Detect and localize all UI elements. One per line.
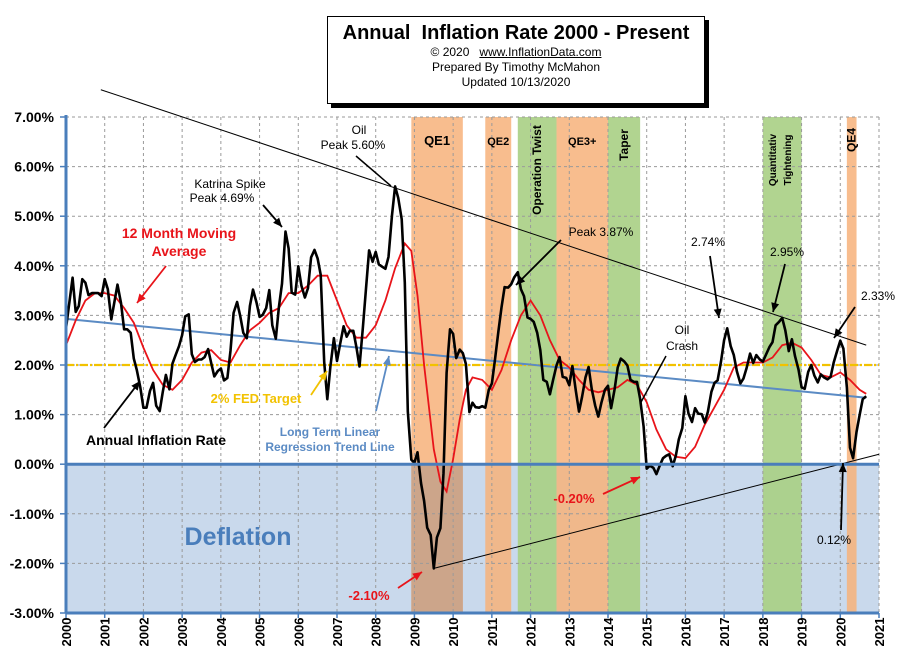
trend-label-line2: Regression Trend Line	[265, 440, 395, 454]
x-tick-label: 2013	[562, 618, 577, 647]
x-tick-label: 2009	[407, 618, 422, 647]
lower-channel-line	[433, 453, 880, 569]
annotation-low-020: -0.20%	[553, 491, 595, 506]
annotation-oil-crash-2: Crash	[666, 339, 698, 353]
title-box: Annual Inflation Rate 2000 - Present © 2…	[327, 16, 705, 104]
oil-peak-connector	[355, 155, 392, 187]
annotation-peak-233: 2.33%	[861, 289, 895, 303]
upper-channel-line	[100, 89, 867, 346]
annotation-peak-295: 2.95%	[770, 245, 804, 259]
x-tick-label: 2014	[601, 617, 616, 647]
y-tick-label: -1.00%	[10, 506, 55, 522]
peak-274-arrow-head	[713, 308, 722, 318]
annotation-low-012: 0.12%	[817, 533, 851, 547]
band-label-tightening: Tightening	[783, 135, 794, 186]
annotation-low-210: -2.10%	[348, 588, 390, 603]
annotation-oil-crash-1: Oil	[675, 323, 690, 337]
y-tick-label: -3.00%	[10, 605, 55, 621]
trend-arrow-head	[383, 356, 391, 366]
deflation-label: Deflation	[185, 523, 292, 551]
x-tick-label: 2004	[214, 617, 229, 647]
annual-label-arrow	[103, 380, 141, 429]
band-label-operation-twist: Operation Twist	[530, 125, 544, 215]
x-tick-label: 2015	[640, 618, 655, 647]
fed-target-label: 2% FED Target	[211, 391, 302, 406]
x-tick-label: 2018	[756, 618, 771, 647]
x-tick-label: 2008	[369, 618, 384, 647]
x-tick-label: 2020	[833, 618, 848, 647]
annual-label-arrow-head	[131, 381, 140, 391]
low-012-arrow-head	[838, 463, 847, 473]
y-tick-label: 3.00%	[14, 307, 54, 323]
annotation-katrina: Katrina Spike	[194, 177, 266, 191]
fed-target-arrow-head	[318, 371, 327, 381]
y-tick-label: -2.00%	[10, 555, 55, 571]
peak-274-arrow	[709, 255, 720, 319]
y-tick-label: 4.00%	[14, 258, 54, 274]
band-label-quantitativ: Quantitativ	[768, 133, 779, 186]
x-tick-label: 2002	[136, 618, 151, 647]
y-tick-label: 0.00%	[14, 456, 54, 472]
y-tick-label: 5.00%	[14, 208, 54, 224]
y-tick-label: 1.00%	[14, 407, 54, 423]
annual-inflation-line	[64, 185, 868, 570]
copyright-text: © 2020	[430, 45, 470, 59]
low-210-arrow-head	[412, 572, 422, 581]
x-tick-label: 2005	[253, 618, 268, 647]
moving-avg-arrow-head	[137, 293, 146, 303]
x-tick-label: 2021	[872, 618, 887, 647]
peak-387-arrow	[515, 239, 562, 286]
band-label-qe3-: QE3+	[568, 136, 596, 148]
annotation-peak-274: 2.74%	[691, 235, 725, 249]
website-link[interactable]: www.InflationData.com	[479, 45, 602, 59]
annotation-katrina-peak: Peak 4.69%	[190, 191, 255, 205]
y-tick-label: 2.00%	[14, 357, 54, 373]
annotation-peak-387: Peak 3.87%	[569, 225, 634, 239]
band-label-taper: Taper	[617, 129, 631, 161]
annotation-annual-label: Annual Inflation Rate	[86, 432, 226, 448]
annotation-oil-peak: Peak 5.60%	[321, 138, 386, 152]
low-020-arrow-head	[630, 477, 640, 485]
band-label-qe4: QE4	[845, 128, 859, 152]
y-tick-label: 6.00%	[14, 159, 54, 175]
title-author: Prepared By Timothy McMahon	[431, 60, 601, 74]
annotation-oil: Oil	[352, 123, 367, 137]
trend-arrow	[375, 355, 390, 412]
x-tick-label: 2007	[330, 618, 345, 647]
band-label-qe1: QE1	[424, 133, 450, 148]
x-tick-label: 2017	[717, 618, 732, 647]
x-tick-label: 2016	[678, 618, 693, 647]
annotation-moving-avg-2: Average	[152, 243, 207, 259]
title-updated: Updated 10/13/2020	[461, 75, 571, 89]
x-tick-label: 2011	[485, 618, 500, 646]
peak-295-arrow-head	[771, 302, 780, 312]
band-label-qe2: QE2	[487, 136, 509, 148]
chart-title: Annual Inflation Rate 2000 - Present	[342, 22, 690, 44]
moving-average-line	[65, 241, 867, 494]
x-tick-label: 2006	[291, 618, 306, 647]
x-tick-label: 2010	[446, 618, 461, 647]
oil-crash-connector	[639, 355, 667, 405]
regression-trend-line	[65, 317, 867, 399]
x-tick-label: 2012	[524, 618, 539, 647]
trend-label-line1: Long Term Linear	[280, 425, 381, 439]
low-012-arrow	[840, 462, 844, 531]
peak-387-arrow-head	[516, 275, 526, 285]
annotation-moving-avg-1: 12 Month Moving	[122, 225, 236, 241]
peak-233-arrow-head	[834, 328, 843, 338]
x-tick-label: 2019	[795, 618, 810, 647]
x-tick-label: 2003	[175, 618, 190, 647]
title-copyright: © 2020 www.InflationData.com	[328, 45, 704, 60]
y-tick-label: 7.00%	[14, 109, 54, 125]
katrina-arrow-head	[273, 217, 282, 227]
x-tick-label: 2001	[98, 618, 113, 647]
x-tick-label: 2000	[59, 618, 74, 647]
